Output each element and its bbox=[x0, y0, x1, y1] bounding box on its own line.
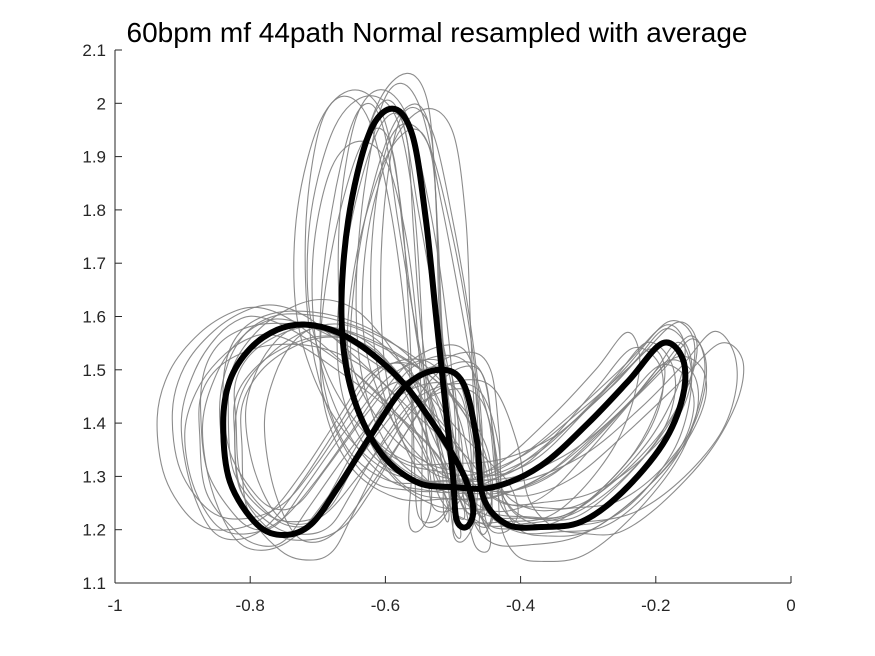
trial-line bbox=[233, 112, 664, 530]
y-tick-label: 2.1 bbox=[82, 41, 106, 60]
average-line bbox=[220, 105, 689, 538]
trial-line bbox=[227, 72, 696, 523]
y-tick-label: 1.5 bbox=[82, 361, 106, 380]
x-tick-label: -1 bbox=[107, 596, 122, 615]
trial-line bbox=[222, 99, 693, 511]
y-tick-label: 1.3 bbox=[82, 467, 106, 486]
chart-title: 60bpm mf 44path Normal resampled with av… bbox=[127, 17, 748, 48]
x-tick-label: 0 bbox=[786, 596, 795, 615]
y-tick-label: 1.8 bbox=[82, 201, 106, 220]
x-ticks: -1 -0.8 -0.6 -0.4 -0.2 0 bbox=[107, 576, 796, 615]
y-tick-label: 2 bbox=[97, 94, 106, 113]
trial-line bbox=[184, 140, 666, 535]
y-tick-label: 1.9 bbox=[82, 148, 106, 167]
y-tick-label: 1.2 bbox=[82, 521, 106, 540]
y-tick-label: 1.4 bbox=[82, 414, 106, 433]
y-tick-label: 1.6 bbox=[82, 308, 106, 327]
x-tick-label: -0.6 bbox=[371, 596, 400, 615]
x-tick-label: -0.2 bbox=[641, 596, 670, 615]
y-tick-label: 1.7 bbox=[82, 254, 106, 273]
x-tick-label: -0.8 bbox=[236, 596, 265, 615]
y-tick-label: 1.1 bbox=[82, 574, 106, 593]
average-trace bbox=[220, 105, 689, 538]
x-tick-label: -0.4 bbox=[506, 596, 535, 615]
y-ticks: 1.1 1.2 1.3 1.4 1.5 1.6 1.7 1.8 1.9 2 2.1 bbox=[82, 41, 122, 593]
